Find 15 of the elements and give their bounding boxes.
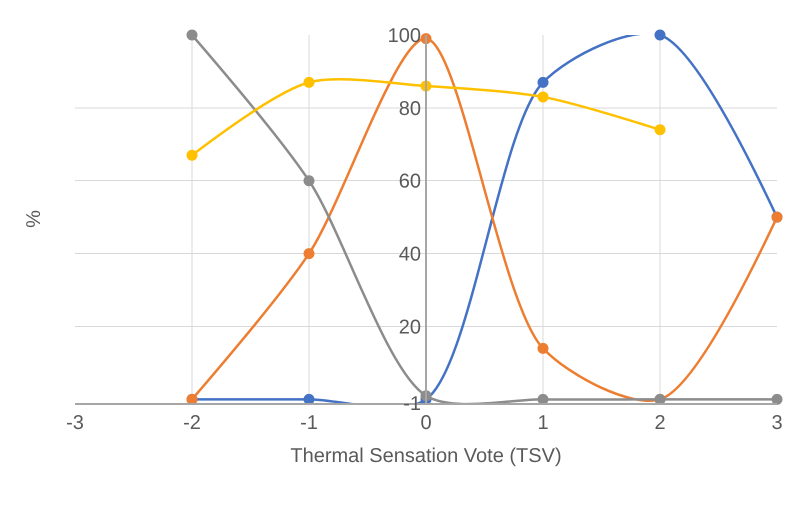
y-tick-label: 20 [398, 316, 421, 338]
y-tick-label: -1 [403, 393, 421, 415]
x-tick-label: 0 [420, 412, 432, 434]
x-axis-title: Thermal Sensation Vote (TSV) [290, 445, 562, 467]
y-axis-title: % [22, 210, 45, 228]
x-tick-label: -2 [183, 412, 201, 434]
x-tick-label: 2 [654, 412, 666, 434]
x-tick-label: 3 [771, 412, 783, 434]
y-tick-label: 40 [398, 244, 421, 266]
x-tick-label: -1 [300, 412, 318, 434]
x-tick-label: -3 [66, 412, 84, 434]
x-tick-label: 1 [537, 412, 549, 434]
y-tick-label: 80 [398, 98, 421, 120]
y-tick-label: 60 [398, 170, 421, 193]
y-tick-label: 100 [388, 25, 421, 47]
